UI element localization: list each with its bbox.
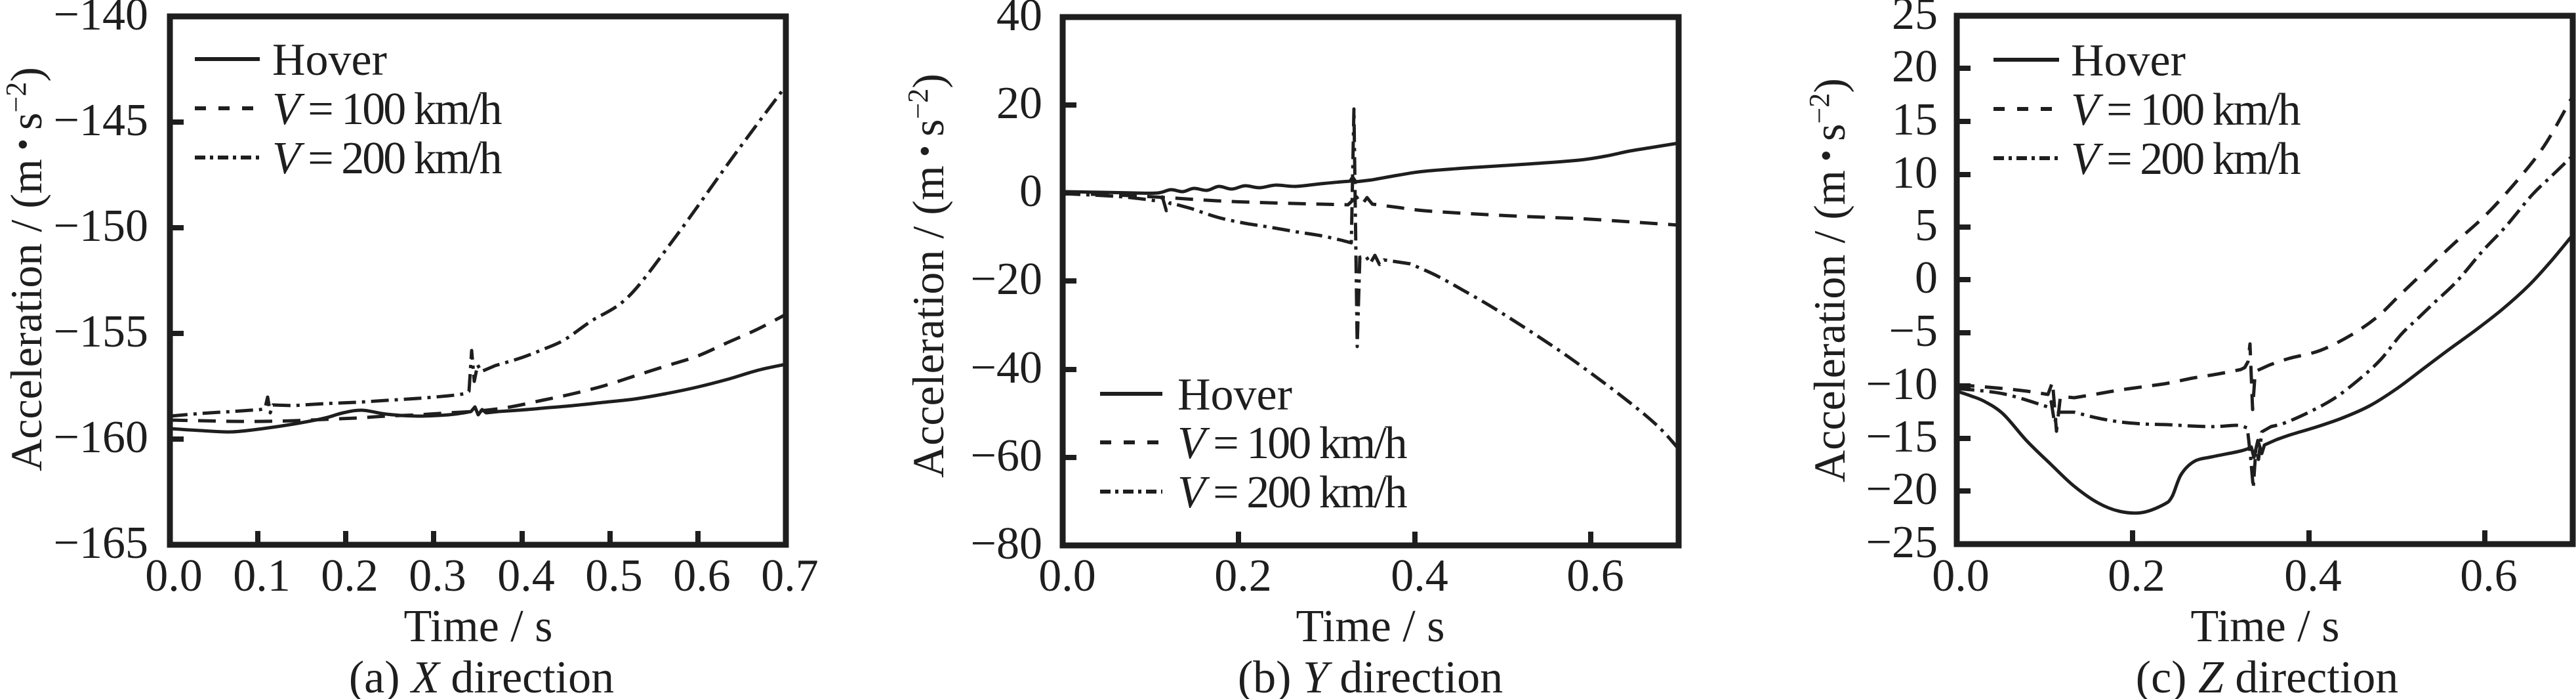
svg-text:−10: −10 bbox=[1866, 359, 1938, 410]
svg-text:Time / s: Time / s bbox=[1296, 601, 1445, 652]
svg-text:Time / s: Time / s bbox=[404, 601, 553, 652]
svg-text:25: 25 bbox=[1892, 0, 1938, 39]
svg-text:V = 100 km/h: V = 100 km/h bbox=[2071, 85, 2301, 135]
svg-text:0.2: 0.2 bbox=[321, 551, 378, 601]
svg-text:−20: −20 bbox=[1866, 464, 1938, 515]
svg-text:Hover: Hover bbox=[272, 35, 387, 85]
svg-text:0.4: 0.4 bbox=[2284, 551, 2342, 601]
svg-text:0.5: 0.5 bbox=[585, 551, 643, 601]
svg-text:0.0: 0.0 bbox=[1932, 551, 1990, 601]
svg-text:0.6: 0.6 bbox=[1566, 551, 1624, 601]
svg-text:20: 20 bbox=[996, 78, 1042, 129]
svg-text:−80: −80 bbox=[971, 519, 1042, 569]
svg-text:0.3: 0.3 bbox=[409, 551, 466, 601]
svg-text:(c) Z direction: (c) Z direction bbox=[2136, 652, 2398, 699]
svg-text:0.2: 0.2 bbox=[2108, 551, 2165, 601]
svg-text:−145: −145 bbox=[54, 95, 148, 146]
svg-text:0: 0 bbox=[1019, 166, 1042, 217]
svg-text:V = 100 km/h: V = 100 km/h bbox=[272, 84, 502, 135]
svg-text:5: 5 bbox=[1915, 200, 1938, 251]
svg-text:Time / s: Time / s bbox=[2191, 601, 2340, 652]
svg-text:0.0: 0.0 bbox=[145, 551, 203, 601]
svg-text:0: 0 bbox=[1915, 253, 1938, 303]
svg-text:−40: −40 bbox=[971, 343, 1042, 393]
svg-text:10: 10 bbox=[1892, 148, 1938, 198]
svg-text:V = 200 km/h: V = 200 km/h bbox=[1177, 467, 1408, 518]
svg-text:40: 40 bbox=[996, 0, 1042, 41]
svg-text:−140: −140 bbox=[54, 0, 148, 40]
svg-text:Hover: Hover bbox=[1177, 370, 1292, 420]
svg-text:(a) X direction: (a) X direction bbox=[349, 652, 614, 699]
svg-text:0.4: 0.4 bbox=[497, 551, 555, 601]
svg-text:0.0: 0.0 bbox=[1038, 551, 1096, 601]
svg-text:0.6: 0.6 bbox=[673, 551, 731, 601]
svg-text:Acceleration / (m•s−2): Acceleration / (m•s−2) bbox=[1803, 78, 1854, 482]
svg-text:−20: −20 bbox=[971, 254, 1042, 305]
svg-text:V = 200 km/h: V = 200 km/h bbox=[2071, 134, 2301, 184]
svg-text:V = 100 km/h: V = 100 km/h bbox=[1177, 418, 1408, 469]
svg-text:−60: −60 bbox=[971, 431, 1042, 481]
svg-text:Acceleration / (m•s−2): Acceleration / (m•s−2) bbox=[902, 74, 953, 478]
svg-text:−150: −150 bbox=[54, 201, 148, 251]
svg-text:(b) Y direction: (b) Y direction bbox=[1238, 652, 1503, 699]
svg-text:−165: −165 bbox=[54, 518, 148, 568]
svg-text:−5: −5 bbox=[1889, 306, 1938, 356]
svg-text:−155: −155 bbox=[54, 307, 148, 357]
svg-text:0.4: 0.4 bbox=[1391, 551, 1448, 601]
svg-text:0.6: 0.6 bbox=[2460, 551, 2518, 601]
svg-text:−25: −25 bbox=[1866, 517, 1938, 568]
svg-text:0.2: 0.2 bbox=[1214, 551, 1272, 601]
svg-text:0.7: 0.7 bbox=[761, 551, 819, 601]
svg-text:Acceleration / (m•s−2): Acceleration / (m•s−2) bbox=[0, 67, 51, 471]
svg-text:20: 20 bbox=[1892, 41, 1938, 92]
svg-text:Hover: Hover bbox=[2071, 35, 2186, 86]
svg-text:0.1: 0.1 bbox=[233, 551, 291, 601]
svg-text:−160: −160 bbox=[54, 412, 148, 463]
svg-text:15: 15 bbox=[1892, 95, 1938, 145]
svg-text:V = 200 km/h: V = 200 km/h bbox=[272, 133, 502, 184]
svg-text:−15: −15 bbox=[1866, 412, 1938, 462]
